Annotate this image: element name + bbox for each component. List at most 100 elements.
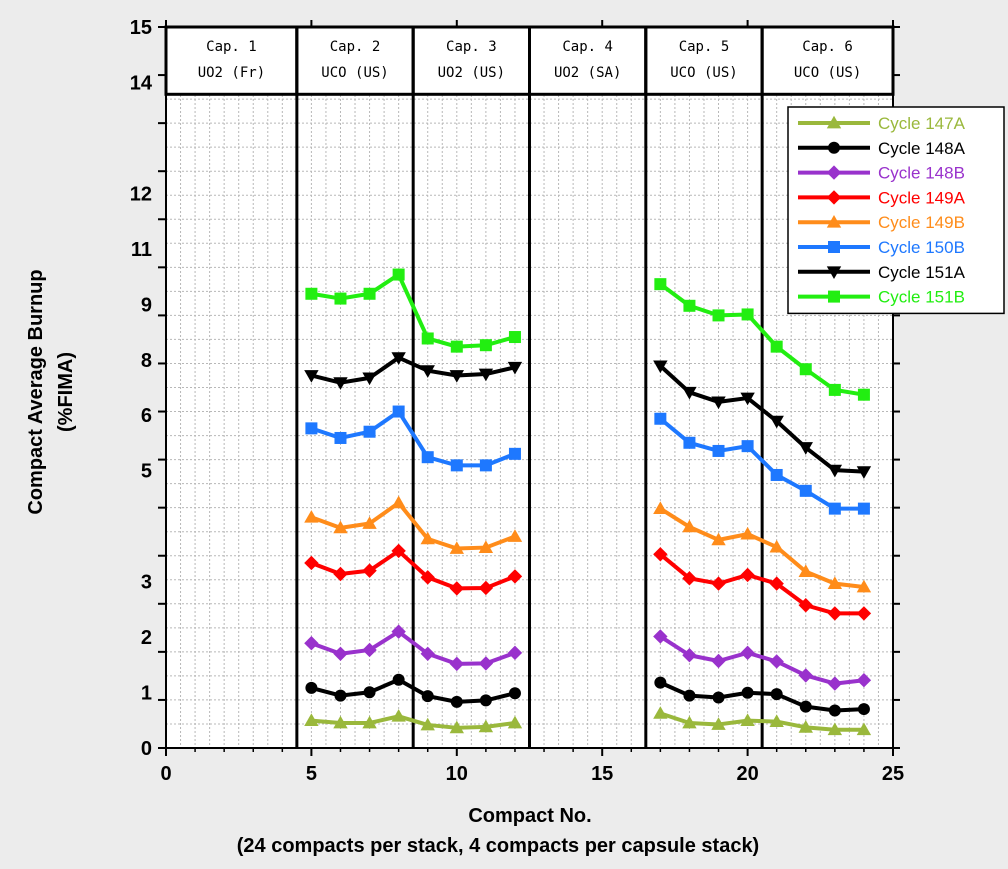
- data-point: [420, 646, 435, 661]
- data-point: [363, 425, 376, 438]
- data-point: [653, 547, 668, 562]
- data-point: [799, 484, 812, 497]
- data-point: [333, 520, 348, 534]
- y-tick-label: 15: [130, 17, 152, 39]
- x-tick-label: 20: [736, 763, 758, 785]
- data-point: [683, 299, 696, 312]
- data-point: [362, 372, 377, 386]
- data-point: [507, 529, 523, 542]
- data-point: [856, 722, 872, 736]
- data-point: [799, 363, 812, 376]
- series-group: [304, 706, 872, 736]
- data-point: [826, 165, 842, 180]
- legend-label: Cycle 151A: [878, 263, 966, 282]
- data-point: [654, 412, 667, 425]
- data-point: [334, 292, 347, 305]
- y-tick-label: 9: [141, 294, 152, 316]
- legend-label: Cycle 150B: [878, 238, 965, 257]
- legend-item: Cycle 148B: [798, 164, 965, 183]
- capsule-fuel: UCO (US): [321, 65, 388, 81]
- data-point: [392, 673, 405, 686]
- y-tick-label: 1: [141, 683, 152, 705]
- data-point: [363, 287, 376, 300]
- data-point: [741, 308, 754, 321]
- data-point: [826, 215, 842, 228]
- capsule-name: Cap. 4: [562, 39, 613, 55]
- data-point: [682, 519, 697, 533]
- data-point: [682, 386, 697, 400]
- legend-label: Cycle 149B: [878, 213, 965, 232]
- data-point: [769, 714, 784, 727]
- data-point: [304, 370, 319, 383]
- legend-label: Cycle 151B: [878, 288, 965, 307]
- y-tick-label: 0: [141, 738, 152, 760]
- data-point: [856, 673, 872, 688]
- data-point: [712, 691, 725, 704]
- data-point: [826, 266, 842, 279]
- series-layer: [304, 268, 872, 736]
- data-point: [507, 361, 523, 375]
- data-point: [449, 541, 464, 554]
- data-point: [305, 681, 318, 694]
- capsule-fuel: UO2 (US): [438, 65, 505, 81]
- data-point: [857, 703, 870, 716]
- data-point: [304, 555, 319, 571]
- series-group: [304, 495, 872, 593]
- y-axis-subtitle: (%FIMA): [55, 352, 77, 432]
- data-point: [508, 687, 521, 700]
- data-point: [827, 464, 843, 478]
- y-tick-label: 6: [141, 405, 152, 427]
- y-tick-label: 14: [130, 72, 153, 94]
- y-tick-label: 2: [141, 627, 152, 649]
- legend-label: Cycle 148B: [878, 164, 965, 183]
- data-point: [828, 141, 840, 154]
- legend-item: Cycle 150B: [798, 238, 965, 257]
- data-point: [770, 340, 783, 353]
- legend-label: Cycle 149A: [878, 188, 966, 207]
- data-point: [827, 606, 843, 621]
- data-point: [828, 502, 841, 515]
- data-point: [420, 531, 435, 545]
- series-group: [304, 352, 872, 479]
- data-point: [857, 502, 870, 515]
- capsule-box: [411, 25, 531, 96]
- data-point: [421, 451, 434, 464]
- x-axis-title: Compact No.: [468, 805, 591, 827]
- data-point: [769, 576, 784, 591]
- data-point: [769, 415, 784, 429]
- data-point: [508, 331, 521, 344]
- capsule-box: [295, 25, 415, 96]
- data-point: [770, 468, 783, 481]
- capsule-box: [164, 25, 299, 96]
- x-tick-label: 25: [882, 763, 904, 785]
- data-point: [799, 700, 812, 713]
- y-tick-label: 11: [131, 239, 152, 261]
- data-point: [740, 645, 755, 661]
- data-point: [362, 715, 377, 729]
- legend-item: Cycle 149A: [798, 188, 966, 207]
- data-point: [449, 581, 464, 596]
- y-axis-title: Compact Average Burnup: [25, 269, 47, 514]
- legend-item: Cycle 151A: [798, 263, 966, 282]
- series-line: [659, 711, 864, 732]
- data-point: [333, 377, 348, 390]
- data-point: [420, 717, 435, 731]
- y-tick-label: 8: [141, 350, 152, 372]
- capsule-name: Cap. 6: [802, 39, 853, 55]
- data-point: [362, 563, 377, 578]
- data-point: [653, 629, 668, 644]
- data-point: [740, 526, 755, 540]
- data-point: [712, 309, 725, 322]
- capsule-name: Cap. 2: [330, 39, 381, 55]
- data-point: [450, 695, 463, 708]
- series-group: [304, 624, 872, 691]
- data-point: [421, 332, 434, 345]
- data-point: [334, 689, 347, 702]
- data-point: [363, 686, 376, 699]
- series-group: [305, 405, 870, 515]
- data-point: [449, 720, 464, 734]
- data-point: [857, 388, 870, 401]
- data-point: [479, 339, 492, 352]
- legend: Cycle 147A Cycle 148A Cycle 148B Cycle 149A…: [787, 106, 1005, 315]
